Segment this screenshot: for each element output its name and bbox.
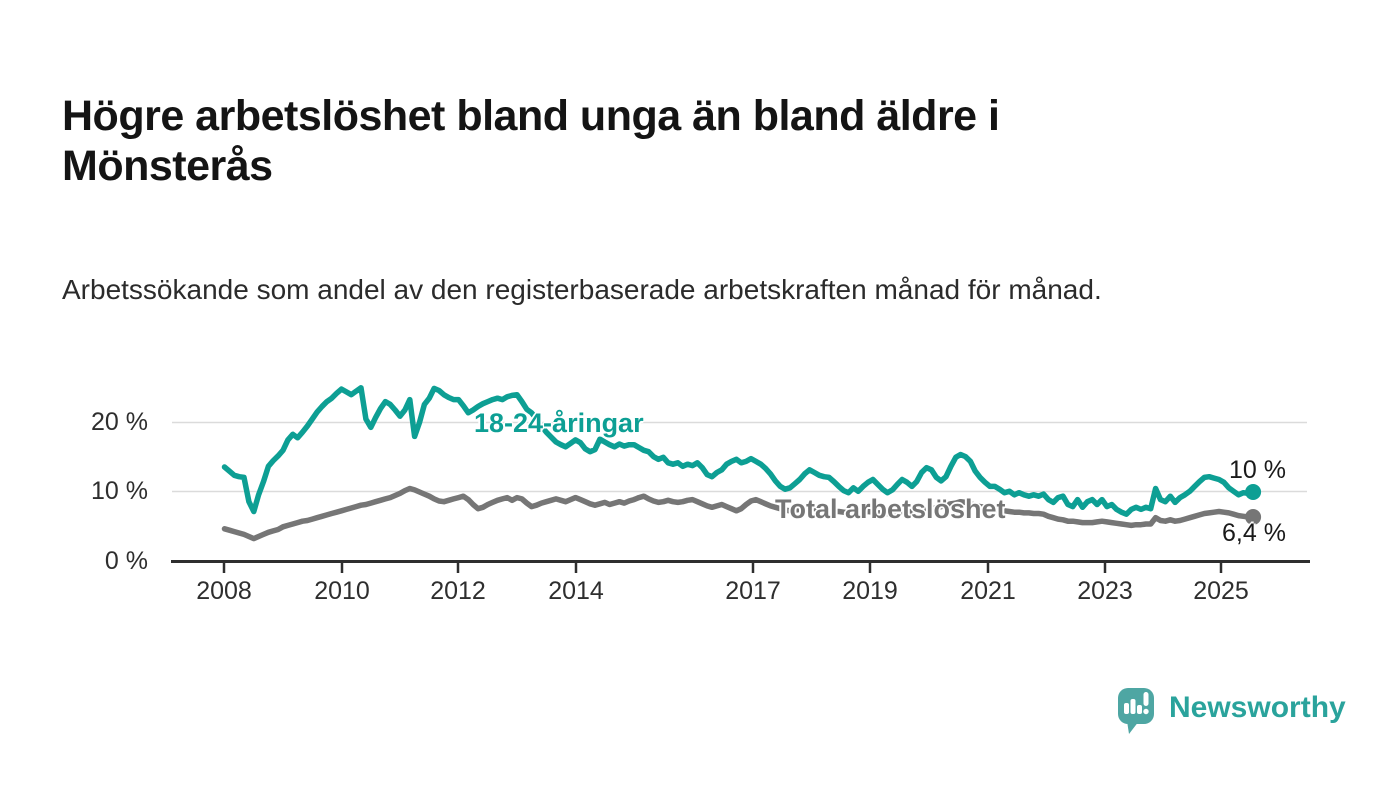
page-title: Högre arbetslöshet bland unga än bland ä… [62, 91, 1000, 191]
x-tick-label-2023: 2023 [1077, 577, 1133, 605]
x-tick-label-2021: 2021 [960, 577, 1016, 605]
series-line-1 [221, 485, 1256, 542]
x-tick-label-2017: 2017 [725, 577, 781, 605]
series-end-dot-1 [1245, 509, 1262, 525]
y-tick-label-20: 20 % [91, 408, 148, 436]
series-label-1: Total arbetslöshet [775, 494, 1006, 524]
x-tick-label-2010: 2010 [314, 577, 370, 605]
newsworthy-logo-icon [1118, 688, 1154, 734]
newsworthy-logo-text: Newsworthy [1169, 691, 1346, 724]
x-tick-label-2019: 2019 [842, 577, 898, 605]
end-value-label-total: 6,4 % [1222, 519, 1286, 547]
newsworthy-logo: Newsworthy [1116, 686, 1346, 736]
end-value-label-youth: 10 % [1229, 456, 1286, 484]
x-tick-label-2025: 2025 [1193, 577, 1249, 605]
series-end-dot-0 [1245, 484, 1262, 500]
x-tick-label-2012: 2012 [430, 577, 486, 605]
series-label-0: 18-24-åringar [474, 408, 644, 438]
chart-subtitle: Arbetssökande som andel av den registerb… [62, 274, 1102, 305]
series-line-0 [221, 385, 1256, 517]
y-tick-label-10: 10 % [91, 477, 148, 505]
x-axis-ticks [222, 561, 1223, 573]
y-tick-label-0: 0 % [104, 547, 148, 575]
x-tick-label-2014: 2014 [548, 577, 604, 605]
gridlines [172, 421, 1307, 493]
x-tick-label-2008: 2008 [196, 577, 252, 605]
